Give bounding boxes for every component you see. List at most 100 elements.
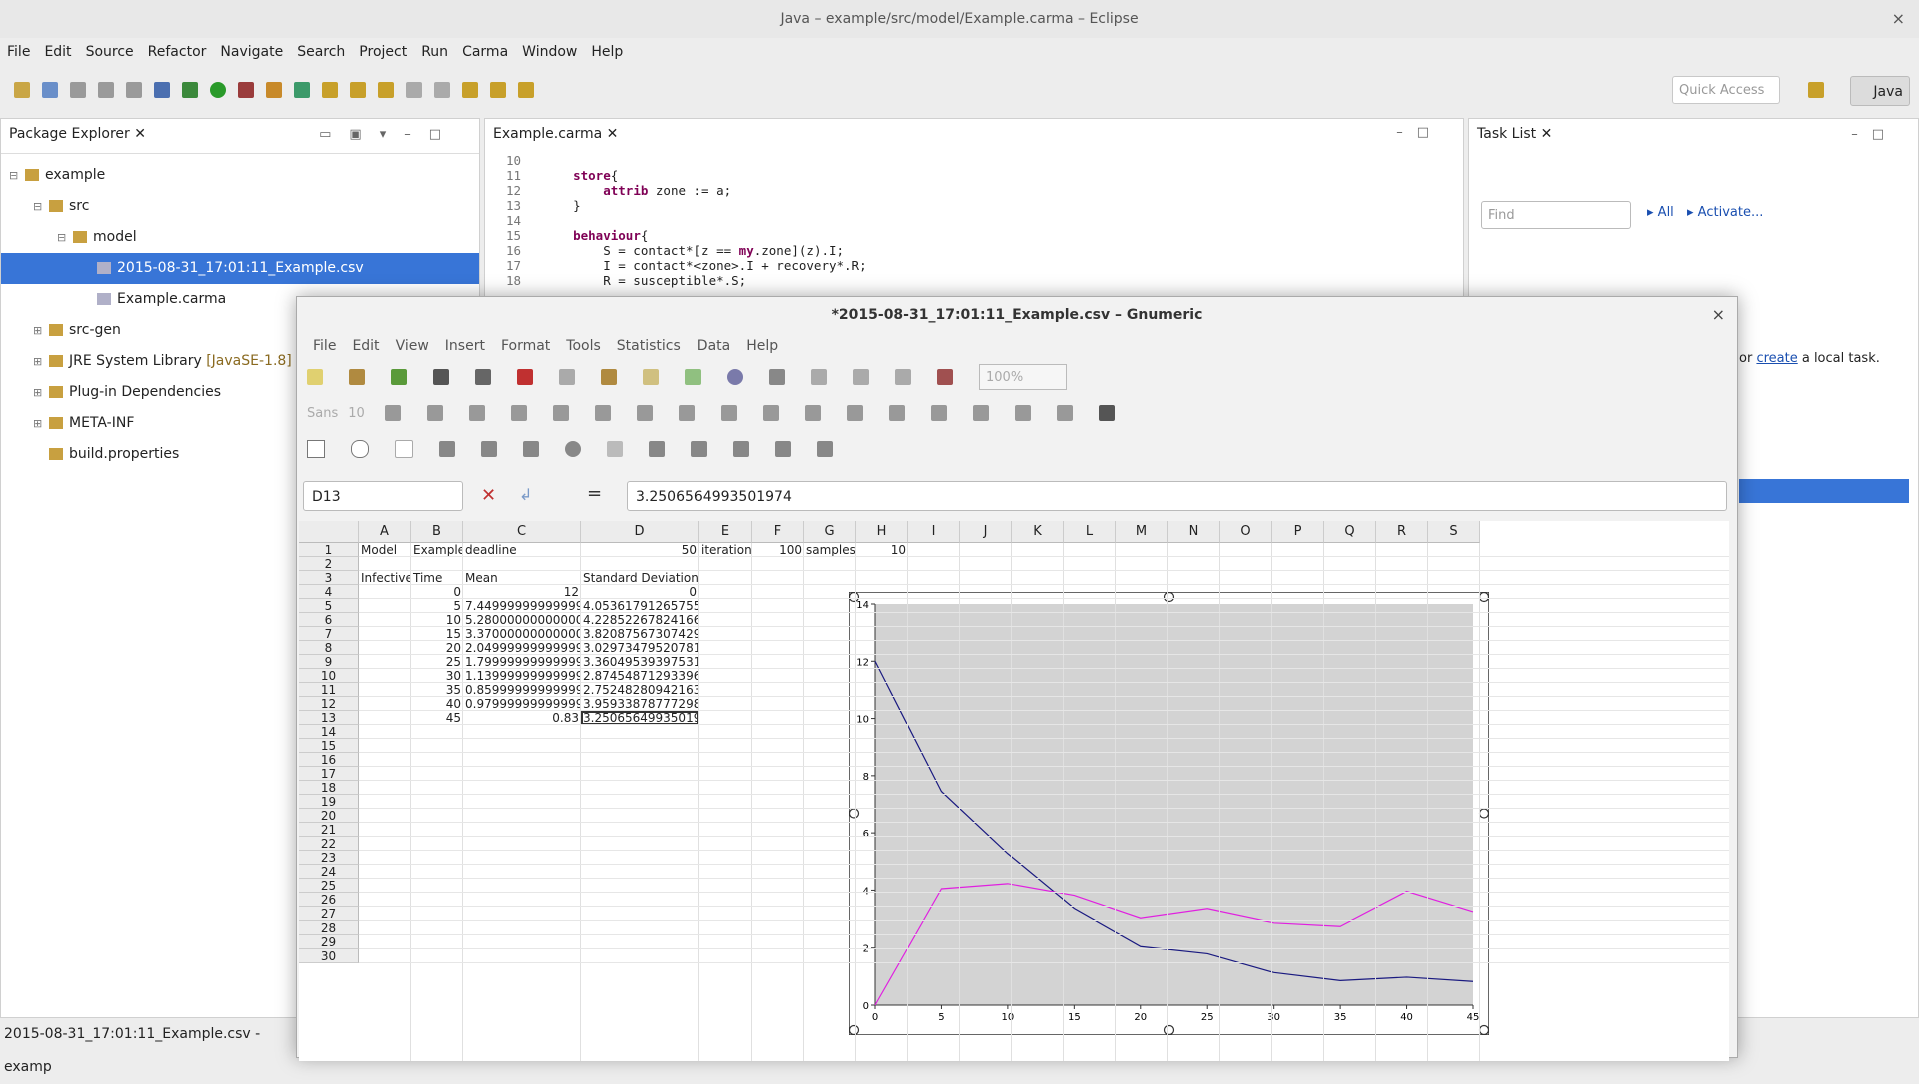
row-header[interactable]: 25: [299, 879, 359, 893]
row-header[interactable]: 4: [299, 585, 359, 599]
back-icon[interactable]: [462, 82, 478, 98]
tab-package-explorer[interactable]: Package Explorer ✕: [1, 119, 154, 149]
quick-access-input[interactable]: Quick Access: [1672, 76, 1780, 104]
column-header[interactable]: F: [752, 521, 804, 543]
cell[interactable]: 2.049999999999999: [465, 641, 581, 655]
expand-toggle-icon[interactable]: ⊟: [57, 231, 67, 244]
tree-item[interactable]: ⊞ src-gen: [1, 315, 479, 346]
view-controls-icon[interactable]: –□: [1851, 127, 1898, 142]
close-icon[interactable]: ✕: [134, 126, 146, 142]
column-header[interactable]: R: [1376, 521, 1428, 543]
print-icon[interactable]: [433, 369, 449, 385]
borders-icon[interactable]: [1014, 405, 1031, 421]
select-all-corner[interactable]: [299, 521, 359, 543]
combo-tool-icon[interactable]: [817, 441, 833, 457]
tree-item[interactable]: ⊟ src: [1, 191, 479, 222]
cell[interactable]: 15: [445, 627, 461, 641]
column-header[interactable]: I: [908, 521, 960, 543]
cell[interactable]: 3.2506564993501974: [583, 711, 699, 725]
cell[interactable]: 0: [689, 585, 697, 599]
row-header[interactable]: 11: [299, 683, 359, 697]
resize-handle[interactable]: [1478, 808, 1490, 819]
slider-tool-icon[interactable]: [733, 441, 749, 457]
currency-icon[interactable]: [720, 405, 737, 421]
cell[interactable]: 12: [563, 585, 579, 599]
cell[interactable]: Example: [413, 543, 463, 557]
cell[interactable]: 40: [445, 697, 461, 711]
cell[interactable]: 0.8599999999999997: [465, 683, 581, 697]
rectangle-tool-icon[interactable]: [307, 440, 325, 458]
cell[interactable]: 1.1399999999999992: [465, 669, 581, 683]
pin-editor-icon[interactable]: [518, 82, 534, 98]
spreadsheet-grid[interactable]: ModelExampledeadline50iterations100sampl…: [299, 521, 1729, 1061]
gnumeric-menu-insert[interactable]: Insert: [444, 338, 485, 354]
open-task-icon[interactable]: [350, 82, 366, 98]
close-icon[interactable]: ✕: [1540, 126, 1553, 142]
sort-ascending-icon[interactable]: [853, 369, 869, 385]
gnumeric-menu-tools[interactable]: Tools: [566, 338, 601, 354]
line-chart[interactable]: 0 2 4 6 8 10 12 14 0 5 10 15 20 25 30 35 40 45: [848, 591, 1490, 1036]
cell[interactable]: 4.228522678241661: [583, 613, 699, 627]
cell[interactable]: 45: [445, 711, 461, 725]
fill-color-icon[interactable]: [1056, 405, 1073, 421]
cell[interactable]: 50: [681, 543, 697, 557]
cell[interactable]: 7.449999999999999: [465, 599, 581, 613]
menu-edit[interactable]: Edit: [44, 44, 72, 60]
cell[interactable]: Time: [413, 571, 443, 585]
cell[interactable]: 2.7524828094216347: [583, 683, 699, 697]
column-header[interactable]: E: [699, 521, 752, 543]
row-header[interactable]: 19: [299, 795, 359, 809]
column-header[interactable]: D: [581, 521, 699, 543]
resize-handle[interactable]: [1163, 591, 1175, 603]
search-icon[interactable]: [378, 82, 394, 98]
debug-icon[interactable]: [182, 82, 198, 98]
equals-icon[interactable]: =: [587, 483, 603, 504]
menu-navigate[interactable]: Navigate: [220, 44, 284, 60]
run-icon[interactable]: [210, 82, 226, 98]
skip-breakpoints-icon[interactable]: [154, 82, 170, 98]
row-header[interactable]: 12: [299, 697, 359, 711]
selected-cell[interactable]: [581, 711, 699, 725]
menu-refactor[interactable]: Refactor: [147, 44, 207, 60]
expand-toggle-icon[interactable]: ⊞: [33, 417, 43, 430]
cell[interactable]: 3.9593387877729826: [583, 697, 699, 711]
merge-icon[interactable]: [636, 405, 653, 421]
paste-icon[interactable]: [601, 369, 617, 385]
column-header[interactable]: O: [1220, 521, 1272, 543]
cell[interactable]: deadline: [465, 543, 517, 557]
row-header[interactable]: 21: [299, 823, 359, 837]
print-preview-icon[interactable]: [475, 369, 491, 385]
cell[interactable]: 0.83: [552, 711, 579, 725]
row-header[interactable]: 23: [299, 851, 359, 865]
undo-icon[interactable]: [643, 369, 659, 385]
expand-toggle-icon[interactable]: ⊟: [9, 169, 19, 182]
activate-link[interactable]: ▸ Activate...: [1687, 205, 1764, 220]
cell[interactable]: 10: [890, 543, 906, 557]
decrease-decimals-icon[interactable]: [888, 405, 905, 421]
row-header[interactable]: 2: [299, 557, 359, 571]
cell[interactable]: 1.7999999999999998: [465, 655, 581, 669]
row-header[interactable]: 17: [299, 767, 359, 781]
column-header[interactable]: C: [463, 521, 581, 543]
column-header[interactable]: Q: [1324, 521, 1376, 543]
row-header[interactable]: 5: [299, 599, 359, 613]
view-controls-icon[interactable]: –□: [1396, 125, 1443, 140]
resize-handle[interactable]: [848, 1024, 860, 1036]
column-header[interactable]: K: [1012, 521, 1064, 543]
decrease-indent-icon[interactable]: [930, 405, 947, 421]
tree-item[interactable]: ⊞ JRE System Library [JavaSE-1.8]: [1, 346, 479, 377]
menu-project[interactable]: Project: [359, 44, 408, 60]
menu-file[interactable]: File: [7, 44, 31, 60]
cell[interactable]: 35: [445, 683, 461, 697]
cell[interactable]: 2.8745487129339624: [583, 669, 699, 683]
resize-handle[interactable]: [1478, 591, 1490, 603]
create-task-link[interactable]: create: [1756, 351, 1798, 366]
column-header[interactable]: N: [1168, 521, 1220, 543]
cancel-edit-icon[interactable]: ✕: [481, 485, 497, 506]
new-file-icon[interactable]: [307, 369, 323, 385]
cell[interactable]: 5.280000000000002: [465, 613, 581, 627]
java-perspective-button[interactable]: Java: [1850, 76, 1910, 106]
insert-chart-icon[interactable]: [937, 369, 953, 385]
cell[interactable]: Standard Deviation: [583, 571, 699, 585]
next-annotation-icon[interactable]: [406, 82, 422, 98]
